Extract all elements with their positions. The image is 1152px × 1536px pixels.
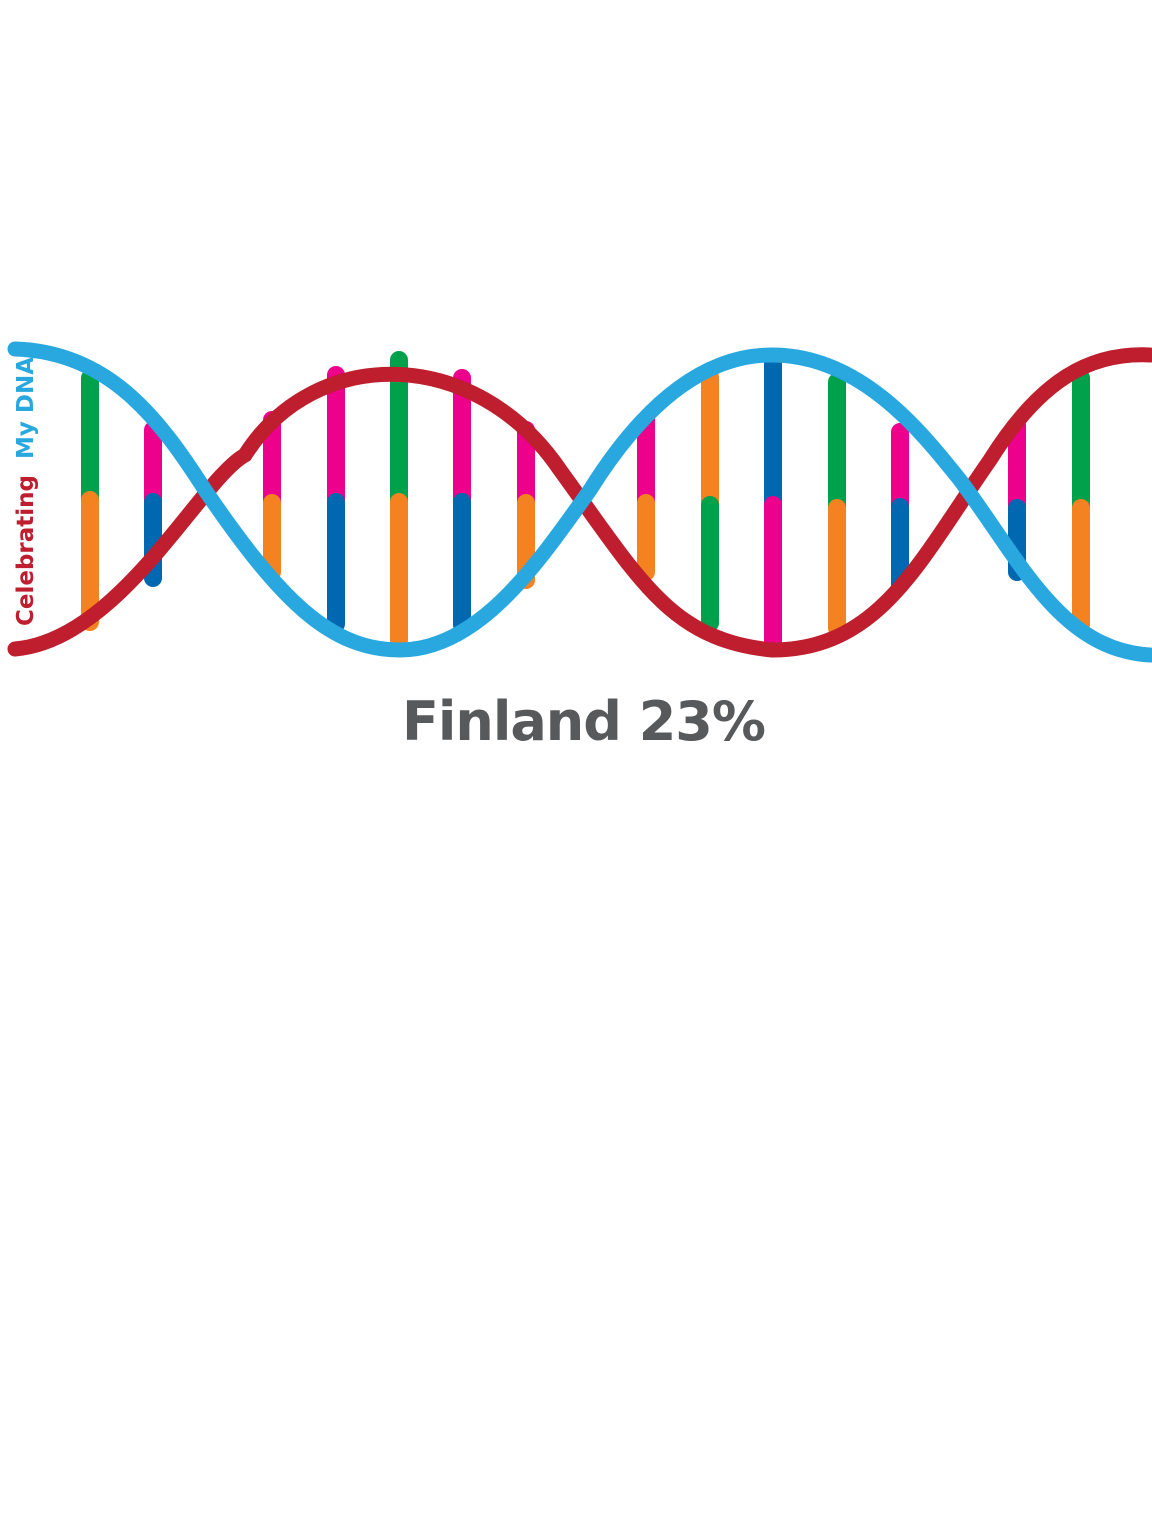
- brand-vertical-text: Celebrating My DNA: [13, 357, 39, 626]
- ancestry-caption: Finland 23%: [0, 690, 1152, 753]
- percentage-value: 23%: [638, 690, 766, 753]
- brand-word-celebrating: Celebrating: [13, 475, 39, 626]
- blue-backbone-strand: [7, 341, 1152, 663]
- brand-word-my-dna: My DNA: [13, 357, 39, 459]
- country-name: Finland: [402, 690, 622, 753]
- red-backbone-strand: [7, 347, 1152, 658]
